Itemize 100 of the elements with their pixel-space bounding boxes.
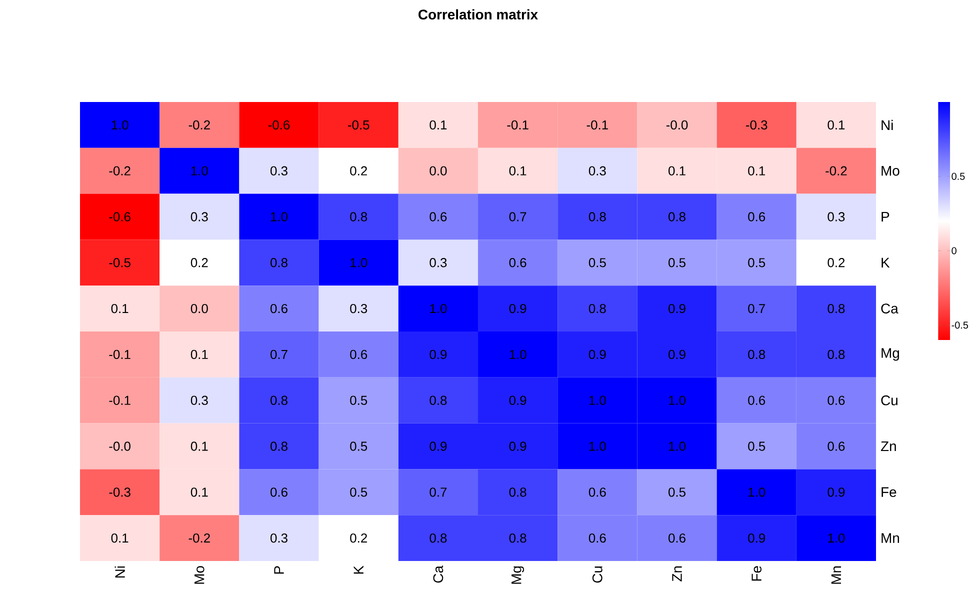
x-tick-label: Ca xyxy=(433,566,444,583)
data-label: 1.0 xyxy=(191,166,208,176)
data-label: 0.6 xyxy=(748,212,766,222)
data-label: 0.8 xyxy=(668,212,686,222)
data-label: 0.6 xyxy=(430,212,447,222)
x-tick-label: Mg xyxy=(512,566,524,584)
y-tick-label: Zn xyxy=(880,441,896,452)
data-label: 0.5 xyxy=(588,258,606,268)
data-label: -0.3 xyxy=(746,120,768,130)
y-tick-label: Cu xyxy=(881,395,898,406)
data-label: 0.5 xyxy=(668,258,686,268)
data-label: 0.8 xyxy=(350,212,368,222)
x-tick-label: Fe xyxy=(752,566,762,581)
data-label: 0.5 xyxy=(350,488,368,497)
data-label: 0.1 xyxy=(190,488,208,497)
data-label: 0.9 xyxy=(430,442,447,451)
data-label: 0.2 xyxy=(190,258,208,268)
data-label: 1.0 xyxy=(350,258,368,268)
data-label: 0.5 xyxy=(350,396,368,405)
data-label: 0.7 xyxy=(748,304,765,314)
data-label: 0.3 xyxy=(190,212,208,222)
data-label: 0.1 xyxy=(111,304,128,314)
data-label: 0.5 xyxy=(748,258,766,268)
data-label: 0.6 xyxy=(828,442,845,451)
data-label: 0.9 xyxy=(588,350,606,360)
data-label: 0.0 xyxy=(430,166,447,176)
data-label: 0.5 xyxy=(668,488,686,497)
y-tick-label: Mn xyxy=(882,533,899,543)
data-label: -0.2 xyxy=(109,166,130,176)
data-label: 0.5 xyxy=(748,442,766,451)
data-label: 0.8 xyxy=(588,212,606,222)
color-bar-label: -0.5 xyxy=(952,322,968,329)
data-label: 0.3 xyxy=(588,166,606,176)
data-label: 0.8 xyxy=(828,304,845,314)
data-label: 0.2 xyxy=(350,533,367,543)
data-label: 0.3 xyxy=(190,396,208,405)
data-label: 0.7 xyxy=(430,488,447,497)
data-label: -0.5 xyxy=(109,258,130,268)
data-label: 0.8 xyxy=(509,533,526,543)
data-label: -0.1 xyxy=(109,350,130,360)
y-tick-label: Ca xyxy=(881,304,898,314)
data-label: 0.1 xyxy=(509,166,526,176)
y-tick-label: K xyxy=(882,258,890,268)
data-label: 0.9 xyxy=(430,350,447,360)
data-label: 0.2 xyxy=(350,166,367,176)
data-label: 0.6 xyxy=(350,350,368,360)
data-label: 0.1 xyxy=(190,350,208,360)
data-label: 0.0 xyxy=(190,304,208,314)
data-label: 0.9 xyxy=(668,304,686,314)
data-label: 0.1 xyxy=(668,166,686,176)
data-label: -0.2 xyxy=(188,120,210,130)
data-label: -0.2 xyxy=(826,166,847,176)
data-label: 0.8 xyxy=(509,488,526,497)
data-label: -0.1 xyxy=(507,120,528,130)
data-label: -0.3 xyxy=(109,488,130,497)
data-label: 0.8 xyxy=(430,533,447,543)
x-tick-label: K xyxy=(354,566,364,574)
y-tick-label: Ni xyxy=(882,120,893,130)
y-tick-label: Fe xyxy=(882,487,896,498)
data-label: 0.8 xyxy=(270,258,288,268)
data-label: -0.0 xyxy=(109,442,130,451)
data-label: 0.6 xyxy=(270,488,288,497)
data-label: 1.0 xyxy=(668,396,686,405)
data-label: 0.9 xyxy=(668,350,686,360)
data-label: -0.5 xyxy=(348,120,370,130)
data-label: 0.6 xyxy=(509,258,526,268)
data-label: 0.6 xyxy=(668,533,686,543)
data-label: 0.1 xyxy=(828,120,845,130)
data-label: 0.1 xyxy=(748,166,765,176)
data-label: -0.1 xyxy=(109,396,130,405)
x-tick-label: Mo xyxy=(194,566,204,584)
data-label: 0.1 xyxy=(111,533,128,543)
data-label: 0.7 xyxy=(509,212,526,222)
data-label: 1.0 xyxy=(270,212,288,222)
data-label: 0.6 xyxy=(270,304,288,314)
data-label: 0.3 xyxy=(270,166,288,176)
data-label: 1.0 xyxy=(589,396,606,405)
chart-title: Correlation matrix xyxy=(418,9,538,20)
data-label: 0.3 xyxy=(828,212,845,222)
data-label: 1.0 xyxy=(112,120,128,130)
data-label: 0.8 xyxy=(748,350,766,360)
data-label: 0.9 xyxy=(828,488,845,497)
data-label: 1.0 xyxy=(668,442,686,451)
data-label: 1.0 xyxy=(510,350,526,360)
data-label: 0.9 xyxy=(748,533,765,543)
data-label: 0.8 xyxy=(270,396,288,405)
data-label: 1.0 xyxy=(589,442,606,451)
y-tick-label: P xyxy=(882,212,890,222)
data-label: 0.8 xyxy=(270,442,288,451)
x-tick-label: Zn xyxy=(672,566,682,582)
data-label: 0.6 xyxy=(748,396,766,405)
x-tick-label: Mn xyxy=(831,566,842,584)
data-label: -0.6 xyxy=(268,120,290,130)
data-label: 0.9 xyxy=(509,304,526,314)
data-label: 0.6 xyxy=(588,488,606,497)
data-label: -0.0 xyxy=(666,120,688,130)
data-label: 0.8 xyxy=(588,304,606,314)
data-label: 0.3 xyxy=(350,304,368,314)
x-tick-label: Cu xyxy=(592,566,602,583)
data-label: 0.1 xyxy=(190,442,208,451)
